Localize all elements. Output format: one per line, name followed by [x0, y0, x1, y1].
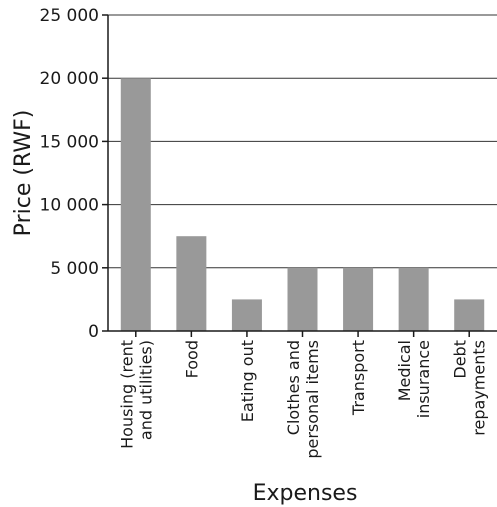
y-axis-title: Price (RWF): [11, 110, 36, 237]
y-tick-labels: 0 5 000 10 000 15 000 20 000 25 000: [40, 6, 99, 342]
x-tick-label: Food: [182, 340, 201, 378]
x-tick-labels: Housing (rent and utilities) Food Eating ou…: [117, 340, 488, 459]
x-tick-label: insurance: [414, 340, 433, 418]
x-axis-title: Expenses: [253, 481, 358, 506]
y-tick-label: 0: [88, 322, 99, 342]
gridlines: [108, 14, 497, 269]
x-tick-label: Debt: [451, 340, 470, 379]
bar: [176, 236, 207, 331]
x-tick-label: repayments: [470, 340, 489, 436]
x-tick-label: personal items: [303, 340, 322, 459]
axes: [102, 14, 497, 337]
bar: [287, 267, 318, 331]
y-tick-label: 15 000: [40, 132, 99, 152]
x-tick-label: Clothes and: [284, 340, 303, 435]
bar: [454, 299, 485, 331]
y-tick-label: 10 000: [40, 196, 99, 216]
x-tick-label: Housing (rent: [117, 340, 136, 449]
bar: [231, 299, 262, 331]
y-tick-label: 20 000: [40, 69, 99, 89]
y-tick-label: 5 000: [50, 259, 99, 279]
x-tick-label: and utilities): [136, 340, 155, 440]
x-tick-label: Medical: [395, 340, 414, 401]
bar: [398, 267, 429, 331]
y-tick-label: 25 000: [40, 6, 99, 26]
bars: [120, 78, 485, 331]
x-tick-label: Transport: [349, 340, 368, 416]
bar: [343, 267, 374, 331]
bar: [120, 78, 151, 331]
x-tick-label: Eating out: [238, 340, 257, 422]
